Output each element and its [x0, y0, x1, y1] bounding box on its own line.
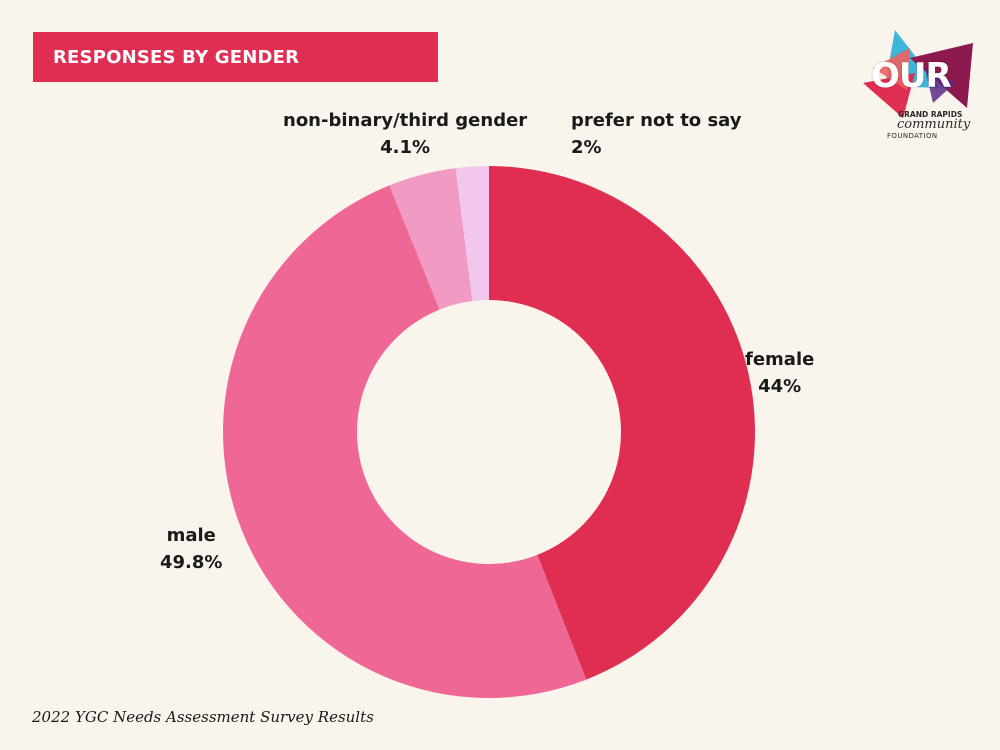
slice-label-female-name: female — [745, 349, 815, 370]
title-banner: RESPONSES BY GENDER — [33, 32, 438, 82]
logo-line-foundation: FOUNDATION — [887, 132, 938, 140]
slice-label-prefer-not-value: 2% — [571, 137, 602, 158]
slice-label-prefer-not: prefer not to say 2% — [571, 107, 741, 161]
logo-line-community: community — [897, 117, 971, 132]
slice-label-male-value: 49.8% — [160, 552, 223, 573]
page-title: RESPONSES BY GENDER — [53, 46, 300, 68]
slice-label-male-name: male — [166, 525, 216, 546]
slice-female — [489, 166, 755, 680]
logo-line-city: GRAND RAPIDS — [898, 110, 963, 119]
slice-prefer-not — [455, 166, 489, 302]
slice-label-female-value: 44% — [758, 376, 802, 397]
slice-label-male: male 49.8% — [160, 522, 222, 576]
slice-non-binary — [389, 168, 473, 310]
slice-label-prefer-not-name: prefer not to say — [571, 110, 742, 131]
slice-label-female: female 44% — [745, 346, 814, 400]
slice-label-non-binary-name: non-binary/third gender — [283, 110, 528, 131]
logo-triangles-icon — [863, 30, 973, 118]
slice-label-non-binary-value: 4.1% — [380, 137, 431, 158]
foundation-logo: OUR GRAND RAPIDS community FOUNDATION — [855, 28, 980, 143]
footer-caption: 2022 YGC Needs Assessment Survey Results — [32, 708, 374, 726]
logo-wordmark: OUR — [871, 56, 952, 96]
slice-male — [223, 185, 587, 698]
slice-label-non-binary: non-binary/third gender 4.1% — [283, 107, 527, 161]
